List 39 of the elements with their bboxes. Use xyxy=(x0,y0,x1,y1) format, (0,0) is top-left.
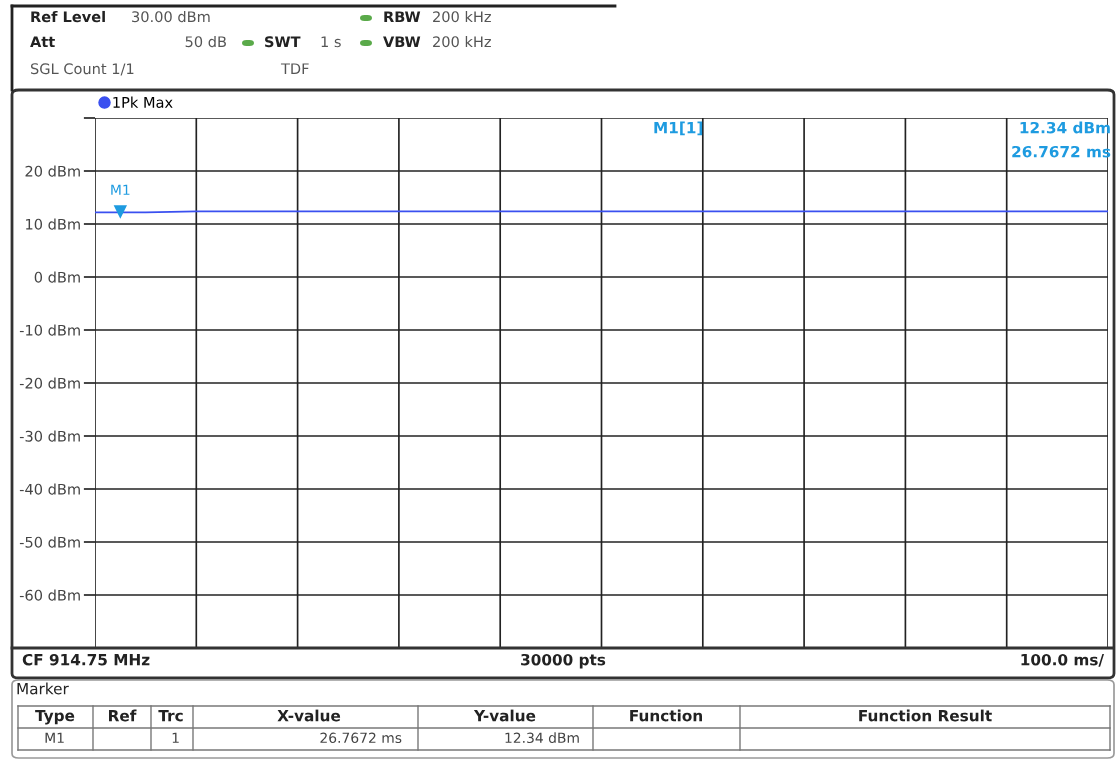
y-tick-label: 10 dBm xyxy=(26,218,80,230)
text: 12.34 dBm xyxy=(505,732,579,744)
text: Function xyxy=(630,709,702,722)
y-tick-label: 0 dBm xyxy=(34,271,80,283)
text: Trc xyxy=(158,710,183,722)
y-tick-label: -60 dBm xyxy=(19,589,80,601)
y-tick-label: -40 dBm xyxy=(19,483,80,495)
y-tick-label: -20 dBm xyxy=(19,377,80,389)
text: Y-value xyxy=(473,709,536,722)
text: Type xyxy=(35,709,75,725)
y-tick-label: 20 dBm xyxy=(25,165,80,177)
text: SWT xyxy=(265,36,301,48)
text: CF 914.75 MHz xyxy=(22,653,150,666)
text: Ref Level xyxy=(31,10,105,23)
y-tick-label: -30 dBm xyxy=(19,430,80,442)
annotation: M1 xyxy=(111,184,130,195)
text: 50 dB xyxy=(185,35,226,48)
text: 1 xyxy=(172,732,179,743)
text: Att xyxy=(30,36,55,48)
text: Function Result xyxy=(859,709,992,722)
text: 100.0 ms/ xyxy=(1021,653,1104,667)
text: 30000 pts xyxy=(521,653,606,669)
text: 200 kHz xyxy=(433,10,491,23)
text: Marker xyxy=(17,682,69,695)
text: 30.00 dBm xyxy=(132,10,210,23)
legend-label: 1Pk Max xyxy=(113,96,173,108)
text: RBW xyxy=(384,11,421,23)
text: M1 xyxy=(45,732,64,743)
text: X-value xyxy=(277,709,341,722)
annotation: M1[1] xyxy=(654,121,703,136)
text: 1 s xyxy=(321,36,341,48)
text: Ref xyxy=(109,709,137,722)
y-tick-label: -50 dBm xyxy=(19,536,80,548)
text: 26.7672 ms xyxy=(320,732,402,744)
text: SGL Count 1/1 xyxy=(30,63,134,76)
text: 200 kHz xyxy=(433,35,491,48)
y-tick-label: -10 dBm xyxy=(19,324,80,336)
text: TDF xyxy=(280,63,309,75)
text: VBW xyxy=(383,36,421,48)
